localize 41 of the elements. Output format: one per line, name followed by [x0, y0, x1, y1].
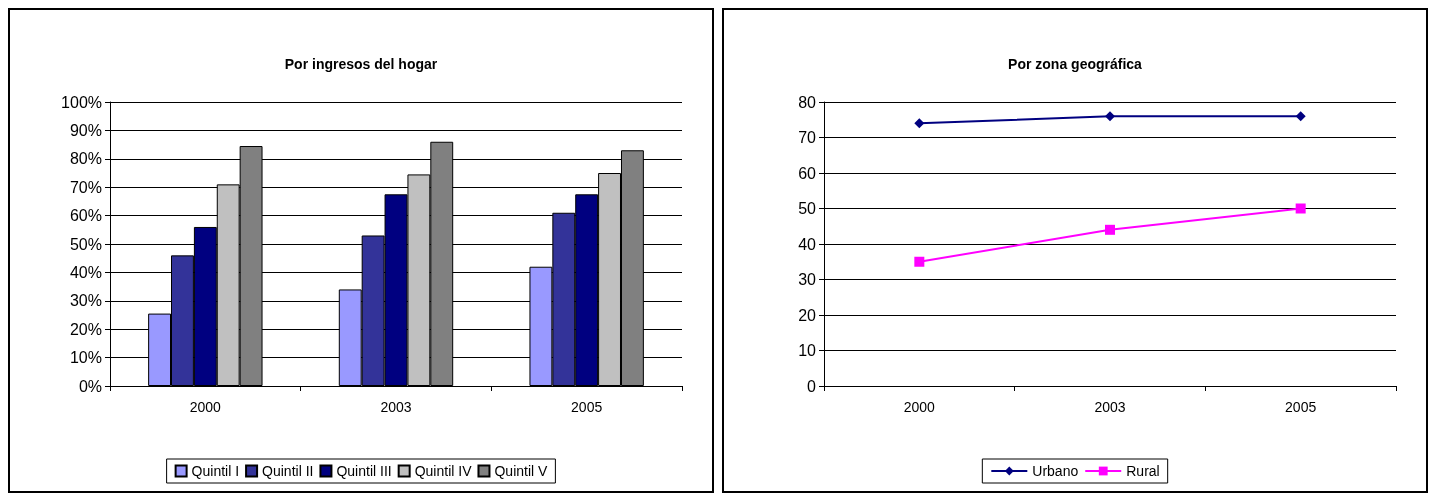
legend-label: Quintil II [262, 463, 314, 479]
point [914, 118, 925, 129]
point [1105, 111, 1115, 122]
chart-title: Por zona geográfica [1008, 56, 1143, 72]
y-tick-label: 20 [798, 306, 817, 324]
point [1105, 224, 1115, 235]
y-tick-label: 10 [798, 342, 817, 359]
y-tick-label: 100% [61, 93, 102, 111]
y-tick-label: 90% [69, 121, 102, 139]
y-tick-label: 70% [69, 178, 102, 196]
point [1295, 111, 1306, 122]
legend-label: Urbano [1032, 463, 1079, 479]
x-tick-label: 2000 [903, 399, 936, 415]
x-tick-label: 2005 [571, 399, 603, 415]
legend-label: Quintil V [494, 463, 549, 479]
legend-label: Quintil I [191, 463, 240, 479]
legend-label: Quintil III [336, 463, 392, 479]
y-tick-label: 10% [69, 349, 102, 367]
y-tick-label: 60 [798, 164, 817, 182]
x-tick-label: 2003 [1094, 399, 1126, 415]
y-tick-label: 50% [69, 235, 102, 253]
y-tick-label: 30 [798, 271, 817, 288]
y-tick-label: 0 [807, 377, 817, 395]
y-tick-label: 40% [69, 263, 102, 281]
chart-title: Por ingresos del hogar [284, 56, 438, 72]
y-tick-label: 40 [798, 235, 817, 253]
legend-label: Quintil IV [414, 463, 473, 479]
y-tick-label: 60% [69, 207, 102, 225]
x-tick-label: 2003 [380, 399, 412, 415]
x-tick-label: 2000 [189, 399, 222, 415]
y-tick-label: 70 [798, 129, 817, 146]
y-tick-label: 0% [78, 377, 102, 395]
y-tick-label: 20% [69, 320, 102, 338]
y-tick-label: 50 [798, 200, 817, 217]
x-tick-label: 2005 [1285, 399, 1317, 415]
legend-label: Rural [1126, 463, 1160, 479]
y-tick-label: 80% [69, 150, 102, 168]
point [1295, 203, 1306, 214]
y-tick-label: 80 [798, 93, 817, 111]
point [914, 256, 925, 267]
y-tick-label: 30% [69, 292, 102, 310]
